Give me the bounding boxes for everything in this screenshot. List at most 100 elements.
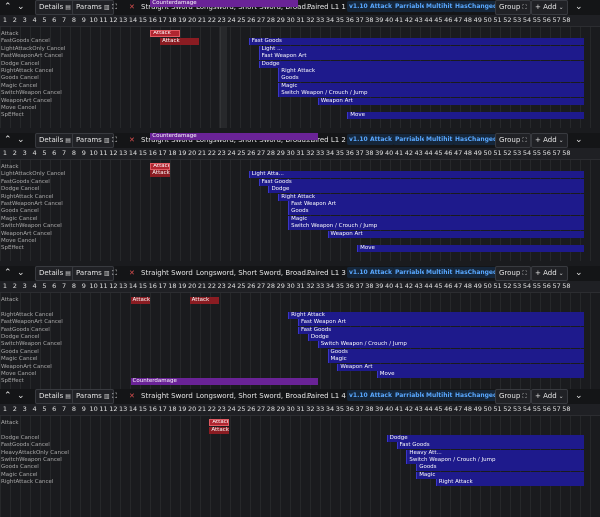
- cancel-event[interactable]: Goods: [327, 348, 584, 356]
- add-button[interactable]: + Add ⌄: [531, 389, 568, 404]
- params-button[interactable]: Params ▥: [72, 0, 114, 15]
- cancel-event[interactable]: Fast Weapon Art: [298, 319, 584, 327]
- cancel-event[interactable]: Fast Goods: [248, 38, 584, 46]
- cancel-event[interactable]: Move: [347, 112, 584, 120]
- cancel-event[interactable]: Right Attack: [288, 311, 584, 319]
- cancel-event[interactable]: Goods: [288, 208, 584, 216]
- move-up-button[interactable]: ⌃: [4, 1, 12, 14]
- cancel-event[interactable]: Switch Weapon / Crouch / Jump: [288, 223, 584, 231]
- frame-number: 14: [128, 16, 138, 24]
- cancel-event[interactable]: Right Attack: [278, 193, 584, 201]
- frame-number: 54: [522, 405, 532, 413]
- cancel-event[interactable]: Right Attack: [278, 68, 584, 75]
- group-button[interactable]: Group ⛶: [495, 0, 531, 15]
- attack-event[interactable]: Attack: [189, 297, 220, 304]
- move-up-button[interactable]: ⌃: [4, 134, 12, 147]
- cancel-event[interactable]: Magic: [416, 471, 584, 479]
- move-up-button[interactable]: ⌃: [4, 390, 12, 403]
- cancel-event[interactable]: Light Atta...: [248, 171, 584, 179]
- close-button[interactable]: ✕: [129, 267, 135, 280]
- fullscreen-button[interactable]: ⛶: [112, 1, 117, 14]
- fullscreen-button[interactable]: ⛶: [112, 134, 117, 147]
- move-down-button[interactable]: ⌄: [17, 1, 25, 14]
- frame-number: 11: [99, 405, 108, 413]
- close-button[interactable]: ✕: [129, 1, 135, 14]
- cancel-event[interactable]: Magic: [288, 215, 584, 223]
- weapons-label: Longsword, Short Sword, Broad...: [196, 134, 313, 147]
- details-button[interactable]: Details ▤: [35, 266, 75, 281]
- attack-event[interactable]: Attack: [209, 419, 230, 426]
- params-button[interactable]: Params ▥: [72, 389, 114, 404]
- attack-event[interactable]: Attack: [160, 38, 200, 45]
- cancel-event[interactable]: Heavy Att...: [406, 449, 584, 457]
- frame-number: 22: [207, 405, 216, 413]
- cancel-event[interactable]: Move: [357, 245, 584, 253]
- track-label: Attack: [1, 297, 19, 303]
- params-button[interactable]: Params ▥: [72, 133, 114, 148]
- cancel-event[interactable]: Fast Goods: [396, 442, 584, 450]
- cancel-event[interactable]: Magic: [327, 356, 584, 364]
- cancel-event[interactable]: Light ...: [258, 45, 584, 53]
- close-button[interactable]: ✕: [129, 134, 135, 147]
- frame-number: 17: [158, 405, 167, 413]
- group-button[interactable]: Group ⛶: [495, 133, 531, 148]
- cancel-event[interactable]: Fast Goods: [298, 326, 584, 334]
- cancel-event[interactable]: Right Attack: [435, 479, 584, 487]
- attack-event[interactable]: Attack: [150, 163, 170, 170]
- frame-number: 10: [89, 282, 98, 290]
- attack-event[interactable]: Attack: [130, 297, 151, 304]
- cancel-event[interactable]: Fast Weapon Art: [258, 53, 584, 61]
- move-down-button[interactable]: ⌄: [17, 267, 25, 280]
- move-down-button[interactable]: ⌄: [17, 134, 25, 147]
- add-button[interactable]: + Add ⌄: [531, 0, 568, 15]
- frame-number: 25: [237, 282, 246, 290]
- speffect-event[interactable]: Counterdamage: [150, 0, 298, 7]
- add-button[interactable]: + Add ⌄: [531, 133, 568, 148]
- cancel-event[interactable]: Weapon Art: [327, 230, 584, 238]
- menu-button[interactable]: ⌄: [575, 267, 583, 280]
- frame-number: 8: [71, 282, 76, 290]
- attack-event[interactable]: Attack: [150, 30, 180, 37]
- attack-event[interactable]: Attack: [150, 170, 170, 177]
- cancel-event[interactable]: Dodge: [268, 186, 584, 194]
- details-button[interactable]: Details ▤: [35, 0, 75, 15]
- speffect-event[interactable]: Counterdamage: [150, 133, 318, 140]
- close-button[interactable]: ✕: [129, 390, 135, 403]
- speffect-event[interactable]: Counterdamage: [130, 378, 318, 386]
- cancel-event[interactable]: Goods: [416, 464, 584, 472]
- frame-ruler: 1 2 3 4 5 6 7 8 9 10 11 12 13 14 15 16 17 18 19 20 21 22 23 24 2…: [0, 404, 600, 416]
- cancel-event[interactable]: Switch Weapon / Crouch / Jump: [406, 457, 584, 464]
- cancel-event[interactable]: Weapon Art: [337, 363, 584, 371]
- cancel-event[interactable]: Magic: [278, 82, 584, 90]
- params-button[interactable]: Params ▥: [72, 266, 114, 281]
- details-button[interactable]: Details ▤: [35, 389, 75, 404]
- frame-number: 41: [394, 282, 404, 290]
- track-label: Move Cancel: [1, 105, 37, 111]
- cancel-event[interactable]: Switch Weapon / Crouch / Jump: [278, 90, 584, 98]
- menu-button[interactable]: ⌄: [575, 134, 583, 147]
- attack-event[interactable]: Attack: [209, 427, 230, 434]
- track-row: Move Cancel: [0, 105, 600, 112]
- cancel-event[interactable]: Move: [376, 371, 584, 378]
- cancel-event[interactable]: Dodge: [258, 60, 584, 68]
- menu-button[interactable]: ⌄: [575, 390, 583, 403]
- menu-button[interactable]: ⌄: [575, 1, 583, 14]
- details-button[interactable]: Details ▤: [35, 133, 75, 148]
- fullscreen-button[interactable]: ⛶: [112, 267, 117, 280]
- cancel-event[interactable]: Switch Weapon / Crouch / Jump: [317, 341, 584, 349]
- haschanged-badge: HasChanged: [453, 134, 500, 145]
- fullscreen-button[interactable]: ⛶: [112, 390, 117, 403]
- cancel-event[interactable]: Fast Weapon Art: [288, 201, 584, 208]
- cancel-event[interactable]: Dodge: [386, 434, 584, 442]
- frame-number: 46: [444, 405, 453, 413]
- track-row: FastGoods Cancel: [0, 179, 600, 186]
- move-up-button[interactable]: ⌃: [4, 267, 12, 280]
- cancel-event[interactable]: Fast Goods: [258, 178, 584, 186]
- cancel-event[interactable]: Goods: [278, 75, 584, 83]
- group-button[interactable]: Group ⛶: [495, 389, 531, 404]
- cancel-event[interactable]: Weapon Art: [317, 97, 584, 105]
- cancel-event[interactable]: Dodge: [307, 334, 584, 341]
- move-down-button[interactable]: ⌄: [17, 390, 25, 403]
- add-button[interactable]: + Add ⌄: [531, 266, 568, 281]
- group-button[interactable]: Group ⛶: [495, 266, 531, 281]
